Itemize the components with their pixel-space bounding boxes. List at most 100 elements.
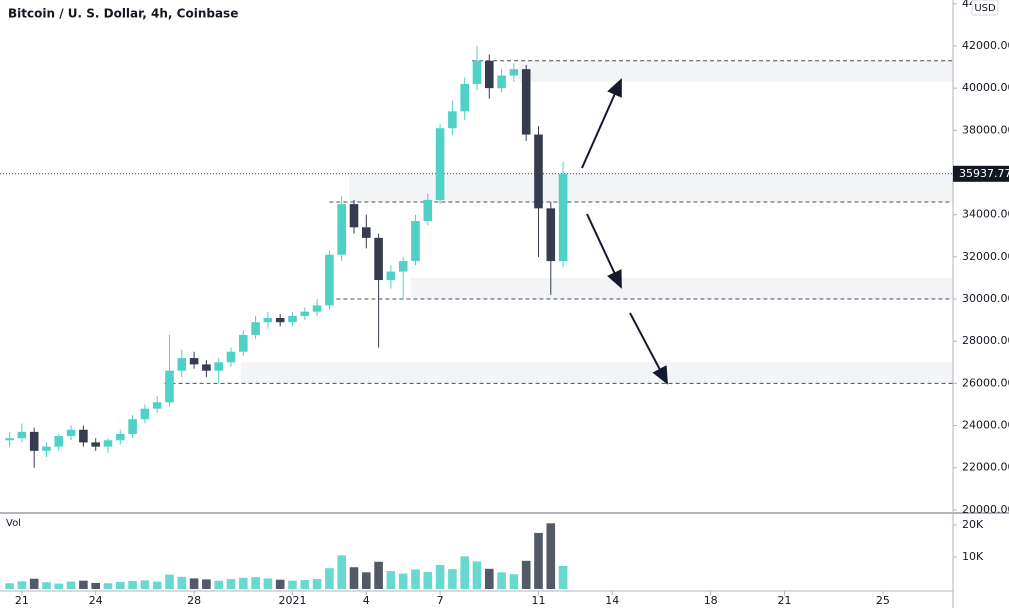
x-tick-label: 11 [531,594,545,607]
x-tick-label: 14 [605,594,619,607]
volume-bar [411,569,420,589]
candle-body [472,60,482,84]
candle-body [497,75,506,89]
volume-bar [374,561,383,589]
last-price-badge [953,165,1009,182]
x-tick-label: 25 [876,594,890,607]
chart-title: Bitcoin / U. S. Dollar, 4h, Coinbase [8,7,238,21]
candle-body [275,317,285,323]
volume-bar [558,565,568,589]
volume-bar [54,583,64,589]
candle-body [79,429,88,443]
volume-bar [300,580,310,589]
volume-bar [66,581,76,589]
zone [240,362,953,384]
y-tick-label: 42000.00 [962,39,1009,52]
candle-body [54,436,64,447]
candle-body [374,237,383,281]
volume-bar [263,578,273,589]
volume-bar [460,556,469,589]
candle-body [140,408,150,420]
candle-body [103,440,113,447]
candle-body [29,431,39,451]
candle-body [300,311,310,316]
arrow-down-2 [629,312,668,385]
candle-body [115,433,125,441]
volume-bar [288,580,297,589]
x-tick-label: 28 [187,594,201,607]
volume-bar [337,555,346,589]
volume-bar [91,582,100,589]
volume-bar [189,578,199,589]
arrow-up [581,78,622,169]
volume-tick-label: 20K [962,518,984,531]
volume-bar [423,572,433,589]
y-tick-label: 20000.00 [962,503,1009,516]
volume-bar [128,580,137,589]
currency-badge [971,0,999,16]
volume-bar [115,581,125,589]
candle-body [42,446,51,451]
x-tick-label: 2021 [278,594,306,607]
volume-bar [349,567,359,589]
candle-body [484,60,494,89]
volume-tick-label: 10K [962,550,984,563]
candle-body [460,83,469,112]
candle-body [128,419,137,434]
volume-bar [398,573,408,589]
candle-body [17,431,27,439]
candle-body [398,261,408,272]
volume-bar [238,577,248,589]
volume-bar [103,583,113,589]
volume-bar [165,574,174,589]
candle-body [361,227,371,238]
candle-body [91,442,100,447]
candle-body [521,69,531,135]
x-tick-label: 7 [437,594,444,607]
volume-bar [484,568,494,589]
candle-body [226,351,236,363]
candle-body [435,128,445,200]
volume-bar [275,579,285,589]
candle-body [66,429,76,437]
candle-body [325,254,334,306]
volume-bar [546,523,556,589]
candle-body [251,322,260,335]
candle-body [411,220,420,262]
x-tick-label: 21 [15,594,29,607]
candle-body [152,402,162,409]
candle-body [534,134,543,209]
volume-bar [325,568,334,589]
candle-body [165,370,174,403]
volume-bar [361,572,371,589]
zone [410,277,953,300]
candle-body [263,317,273,323]
volume-bar [202,579,211,589]
currency: USD [974,3,996,14]
volume-bar [17,581,27,589]
x-tick-label: 18 [704,594,718,607]
volume-bar [472,561,482,589]
candle-body [189,358,199,365]
candle-body [349,204,359,228]
x-tick-label: 4 [363,594,370,607]
y-tick-label: 44 [962,0,976,10]
volume-bar [534,532,543,589]
y-tick-label: 22000.00 [962,461,1009,474]
candle-body [386,271,396,281]
y-tick-label: 30000.00 [962,292,1009,305]
candle-body [214,362,223,371]
y-tick-label: 38000.00 [962,123,1009,136]
volume-bar [152,581,162,589]
volume-bar [448,569,457,589]
candle-body [288,315,297,323]
volume-bar [312,579,322,589]
y-tick-label: 40000.00 [962,81,1009,94]
zone [349,172,954,203]
candle-body [423,199,433,221]
volume-bar [435,564,445,589]
volume-bar [42,582,51,589]
volume-bar [177,576,187,589]
volume-bar [5,583,14,589]
